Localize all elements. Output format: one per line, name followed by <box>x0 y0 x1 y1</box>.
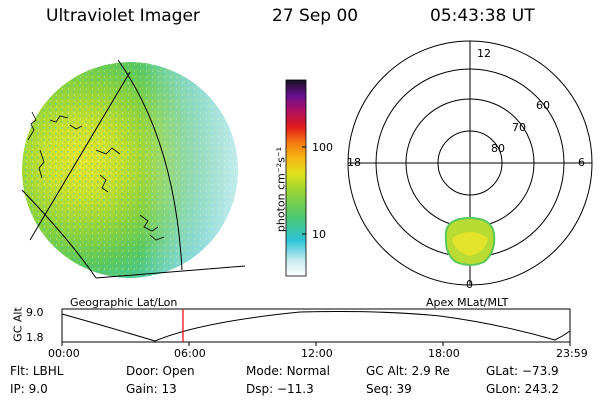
mlt-label-top: 12 <box>477 47 491 60</box>
status-seq: Seq: 39 <box>366 382 412 396</box>
time-tick-0000: 00:00 <box>48 347 80 360</box>
lat-label-60: 60 <box>536 99 550 112</box>
instrument-title: Ultraviolet Imager <box>46 6 200 26</box>
time-tick-0600: 06:00 <box>174 347 206 360</box>
colorbar-tick-100: 100 <box>312 141 333 154</box>
mlt-label-right: 6 <box>578 156 585 169</box>
left-panel-caption: Geographic Lat/Lon <box>70 296 178 309</box>
latitude-arc-1 <box>21 189 97 279</box>
altitude-axis-label: GC Alt <box>11 307 25 342</box>
status-glat: GLat: −73.9 <box>486 364 559 378</box>
colorbar-unit-label: photon cm⁻²s⁻¹ <box>274 146 288 233</box>
status-gain: Gain: 13 <box>126 382 177 396</box>
status-dsp: Dsp: −11.3 <box>246 382 314 396</box>
mlt-label-left: 18 <box>347 156 361 169</box>
date-label: 27 Sep 00 <box>272 6 359 26</box>
polar-aurora-region <box>444 216 496 266</box>
status-mode: Mode: Normal <box>246 364 330 378</box>
altitude-curve <box>61 311 571 342</box>
status-gc-alt: GC Alt: 2.9 Re <box>366 364 450 378</box>
lat-label-80: 80 <box>491 142 505 155</box>
time-tick-1200: 12:00 <box>301 347 333 360</box>
altitude-tick-low: 1.8 <box>26 331 44 344</box>
time-tick-1800: 18:00 <box>428 347 460 360</box>
right-panel-caption: Apex MLat/MLT <box>426 296 509 309</box>
lat-label-70: 70 <box>512 121 526 134</box>
altitude-tick-high: 9.0 <box>26 306 44 319</box>
status-door: Door: Open <box>126 364 195 378</box>
time-tick-2359: 23:59 <box>556 347 588 360</box>
meridian-line-1 <box>29 71 131 241</box>
coastline <box>27 111 165 241</box>
status-ip: IP: 9.0 <box>10 382 48 396</box>
latitude-line-2 <box>95 265 246 279</box>
colorbar-tick-10: 10 <box>312 228 326 241</box>
status-filter: Flt: LBHL <box>10 364 64 378</box>
status-glon: GLon: 243.2 <box>486 382 559 396</box>
meridian-line-2 <box>117 59 183 271</box>
mlt-label-bottom: 0 <box>466 278 473 291</box>
time-label: 05:43:38 UT <box>430 6 535 26</box>
